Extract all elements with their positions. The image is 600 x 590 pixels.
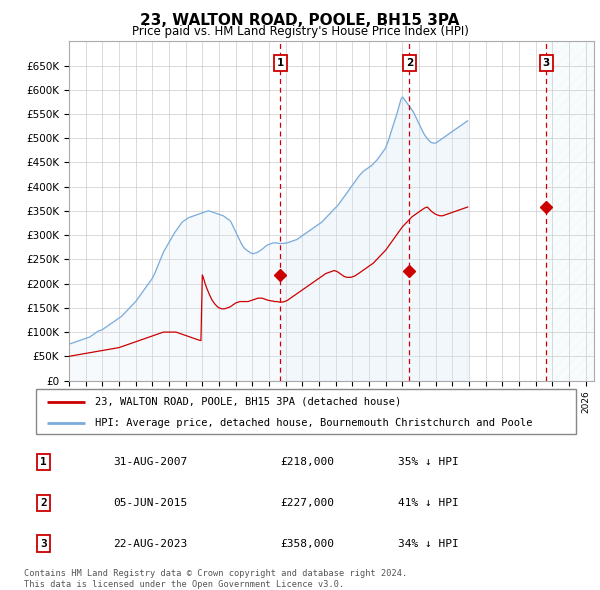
Text: 41% ↓ HPI: 41% ↓ HPI (398, 498, 458, 508)
Text: 1: 1 (40, 457, 47, 467)
Text: 2: 2 (406, 58, 413, 68)
Text: 3: 3 (542, 58, 550, 68)
Text: £358,000: £358,000 (281, 539, 335, 549)
Text: 2: 2 (40, 498, 47, 508)
Text: £218,000: £218,000 (281, 457, 335, 467)
Text: 1: 1 (277, 58, 284, 68)
Text: 05-JUN-2015: 05-JUN-2015 (113, 498, 188, 508)
FancyBboxPatch shape (36, 389, 576, 434)
Text: 34% ↓ HPI: 34% ↓ HPI (398, 539, 458, 549)
Bar (547, 41, 594, 381)
Text: 23, WALTON ROAD, POOLE, BH15 3PA (detached house): 23, WALTON ROAD, POOLE, BH15 3PA (detach… (95, 397, 401, 407)
Text: 3: 3 (40, 539, 47, 549)
Text: 22-AUG-2023: 22-AUG-2023 (113, 539, 188, 549)
Text: Price paid vs. HM Land Registry's House Price Index (HPI): Price paid vs. HM Land Registry's House … (131, 25, 469, 38)
Text: HPI: Average price, detached house, Bournemouth Christchurch and Poole: HPI: Average price, detached house, Bour… (95, 418, 533, 428)
Text: £227,000: £227,000 (281, 498, 335, 508)
Text: 31-AUG-2007: 31-AUG-2007 (113, 457, 188, 467)
Text: 35% ↓ HPI: 35% ↓ HPI (398, 457, 458, 467)
Text: 23, WALTON ROAD, POOLE, BH15 3PA: 23, WALTON ROAD, POOLE, BH15 3PA (140, 13, 460, 28)
Text: Contains HM Land Registry data © Crown copyright and database right 2024.
This d: Contains HM Land Registry data © Crown c… (24, 569, 407, 589)
